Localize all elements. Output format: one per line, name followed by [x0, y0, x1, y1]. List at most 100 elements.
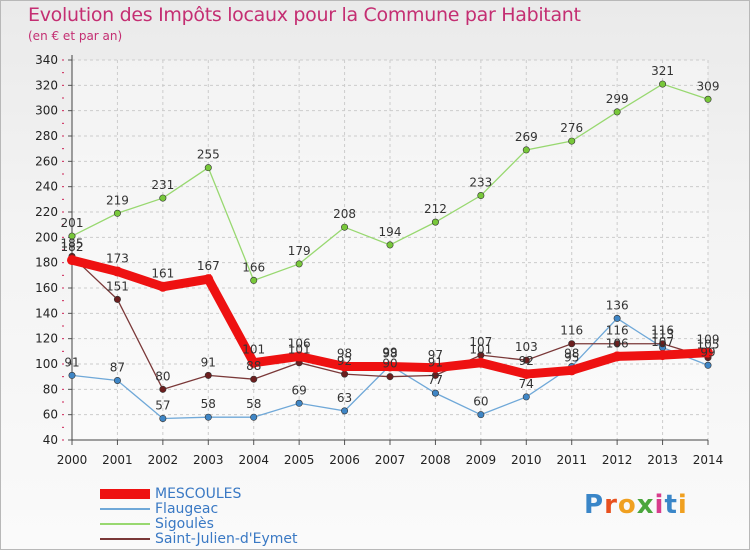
- data-label: 167: [197, 259, 220, 273]
- data-label: 91: [64, 355, 79, 369]
- y-tick-label: 240: [35, 180, 58, 194]
- data-label: 309: [697, 79, 720, 93]
- data-label: 194: [379, 225, 402, 239]
- data-point-Sigoulès-2012: [613, 108, 621, 116]
- y-tick-label: 260: [35, 154, 58, 168]
- data-point-Sigoulès-2000: [68, 232, 76, 240]
- data-label: 91: [428, 355, 443, 369]
- x-tick-label: 2001: [102, 453, 133, 467]
- data-label: 58: [246, 397, 261, 411]
- x-tick-label: 2007: [375, 453, 406, 467]
- data-point-Saint-Julien-d'Eymet-2004: [250, 375, 258, 383]
- data-label: 321: [651, 64, 674, 78]
- data-label: 99: [382, 345, 397, 359]
- data-label: 77: [428, 373, 443, 387]
- data-label: 101: [242, 343, 265, 357]
- legend-item: Sigoulès: [100, 517, 297, 532]
- chart-subtitle: (en € et par an): [28, 29, 123, 43]
- data-label: 208: [333, 207, 356, 221]
- data-point-Sigoulès-2011: [568, 137, 576, 145]
- data-point-MESCOULES-2013: [657, 350, 668, 361]
- data-label: 90: [382, 357, 397, 371]
- data-label: 107: [469, 335, 492, 349]
- logo-letter: o: [617, 490, 637, 520]
- data-point-Saint-Julien-d'Eymet-2007: [386, 373, 394, 381]
- data-point-Saint-Julien-d'Eymet-2010: [522, 356, 530, 364]
- data-label: 161: [151, 267, 174, 281]
- data-label: 212: [424, 202, 447, 216]
- data-label: 166: [242, 260, 265, 274]
- data-point-Sigoulès-2007: [386, 241, 394, 249]
- data-point-Saint-Julien-d'Eymet-2006: [341, 370, 349, 378]
- legend-swatch: [100, 508, 150, 510]
- legend-label: Flaugeac: [155, 501, 219, 517]
- data-label: 88: [246, 359, 261, 373]
- data-label: 116: [606, 324, 629, 338]
- y-tick-label: 140: [35, 306, 58, 320]
- data-label: 95: [564, 350, 579, 364]
- legend-label: Saint-Julien-d'Eymet: [155, 531, 298, 547]
- data-label: 231: [151, 178, 174, 192]
- x-tick-label: 2003: [193, 453, 224, 467]
- data-label: 98: [337, 347, 352, 361]
- data-point-Saint-Julien-d'Eymet-2013: [659, 340, 667, 348]
- data-point-Sigoulès-2002: [159, 194, 167, 202]
- data-point-Sigoulès-2013: [659, 80, 667, 88]
- y-tick-label: 220: [35, 205, 58, 219]
- legend-item: Flaugeac: [100, 502, 297, 517]
- data-label: 116: [560, 324, 583, 338]
- x-tick-label: 2000: [57, 453, 88, 467]
- data-label: 101: [469, 343, 492, 357]
- data-point-MESCOULES-2001: [112, 266, 123, 277]
- data-point-Flaugeac-2006: [341, 407, 349, 415]
- y-tick-label: 80: [43, 382, 58, 396]
- data-point-Flaugeac-2004: [250, 413, 258, 421]
- logo-letter: P: [584, 490, 605, 520]
- data-label: 87: [110, 360, 125, 374]
- logo-letter: r: [604, 490, 618, 520]
- data-point-Flaugeac-2008: [431, 389, 439, 397]
- y-tick-label: 40: [43, 433, 58, 447]
- data-point-Sigoulès-2014: [704, 95, 712, 103]
- data-label: 105: [697, 338, 720, 352]
- proxiti-logo: Proxiti: [584, 490, 688, 520]
- data-point-Flaugeac-2010: [522, 393, 530, 401]
- data-label: 182: [61, 240, 84, 254]
- data-point-Sigoulès-2009: [477, 192, 485, 200]
- x-tick-label: 2005: [284, 453, 315, 467]
- data-point-MESCOULES-2014: [703, 347, 713, 358]
- y-tick-label: 60: [43, 408, 58, 422]
- x-tick-label: 2004: [238, 453, 269, 467]
- data-label: 116: [651, 324, 674, 338]
- data-label: 276: [560, 121, 583, 135]
- logo-letter: i: [677, 490, 688, 520]
- data-point-Saint-Julien-d'Eymet-2002: [159, 385, 167, 393]
- data-label: 136: [606, 298, 629, 312]
- data-label: 269: [515, 130, 538, 144]
- data-label: 101: [288, 343, 311, 357]
- data-point-MESCOULES-2004: [248, 357, 259, 368]
- data-label: 255: [197, 148, 220, 162]
- logo-letter: x: [636, 490, 655, 520]
- chart-legend: MESCOULES Flaugeac Sigoulès Saint-Julien-d'…: [100, 487, 297, 547]
- logo-letter: i: [654, 490, 665, 520]
- data-label: 74: [519, 377, 534, 391]
- data-point-Flaugeac-2001: [113, 376, 121, 384]
- data-label: 63: [337, 391, 352, 405]
- logo-letter: t: [664, 490, 678, 520]
- y-tick-label: 340: [35, 53, 58, 67]
- chart-title: Evolution des Impôts locaux pour la Comm…: [28, 4, 581, 26]
- x-tick-label: 2012: [602, 453, 633, 467]
- data-point-MESCOULES-2005: [294, 351, 305, 362]
- data-label: 185: [61, 236, 84, 250]
- x-tick-label: 2009: [466, 453, 497, 467]
- x-tick-label: 2006: [329, 453, 360, 467]
- data-label: 113: [651, 328, 674, 342]
- data-label: 151: [106, 279, 129, 293]
- data-point-MESCOULES-2008: [430, 362, 441, 373]
- data-label: 299: [606, 92, 629, 106]
- data-point-MESCOULES-2012: [612, 351, 623, 362]
- legend-swatch: [100, 538, 150, 540]
- legend-label: MESCOULES: [155, 486, 242, 502]
- data-label: 219: [106, 193, 129, 207]
